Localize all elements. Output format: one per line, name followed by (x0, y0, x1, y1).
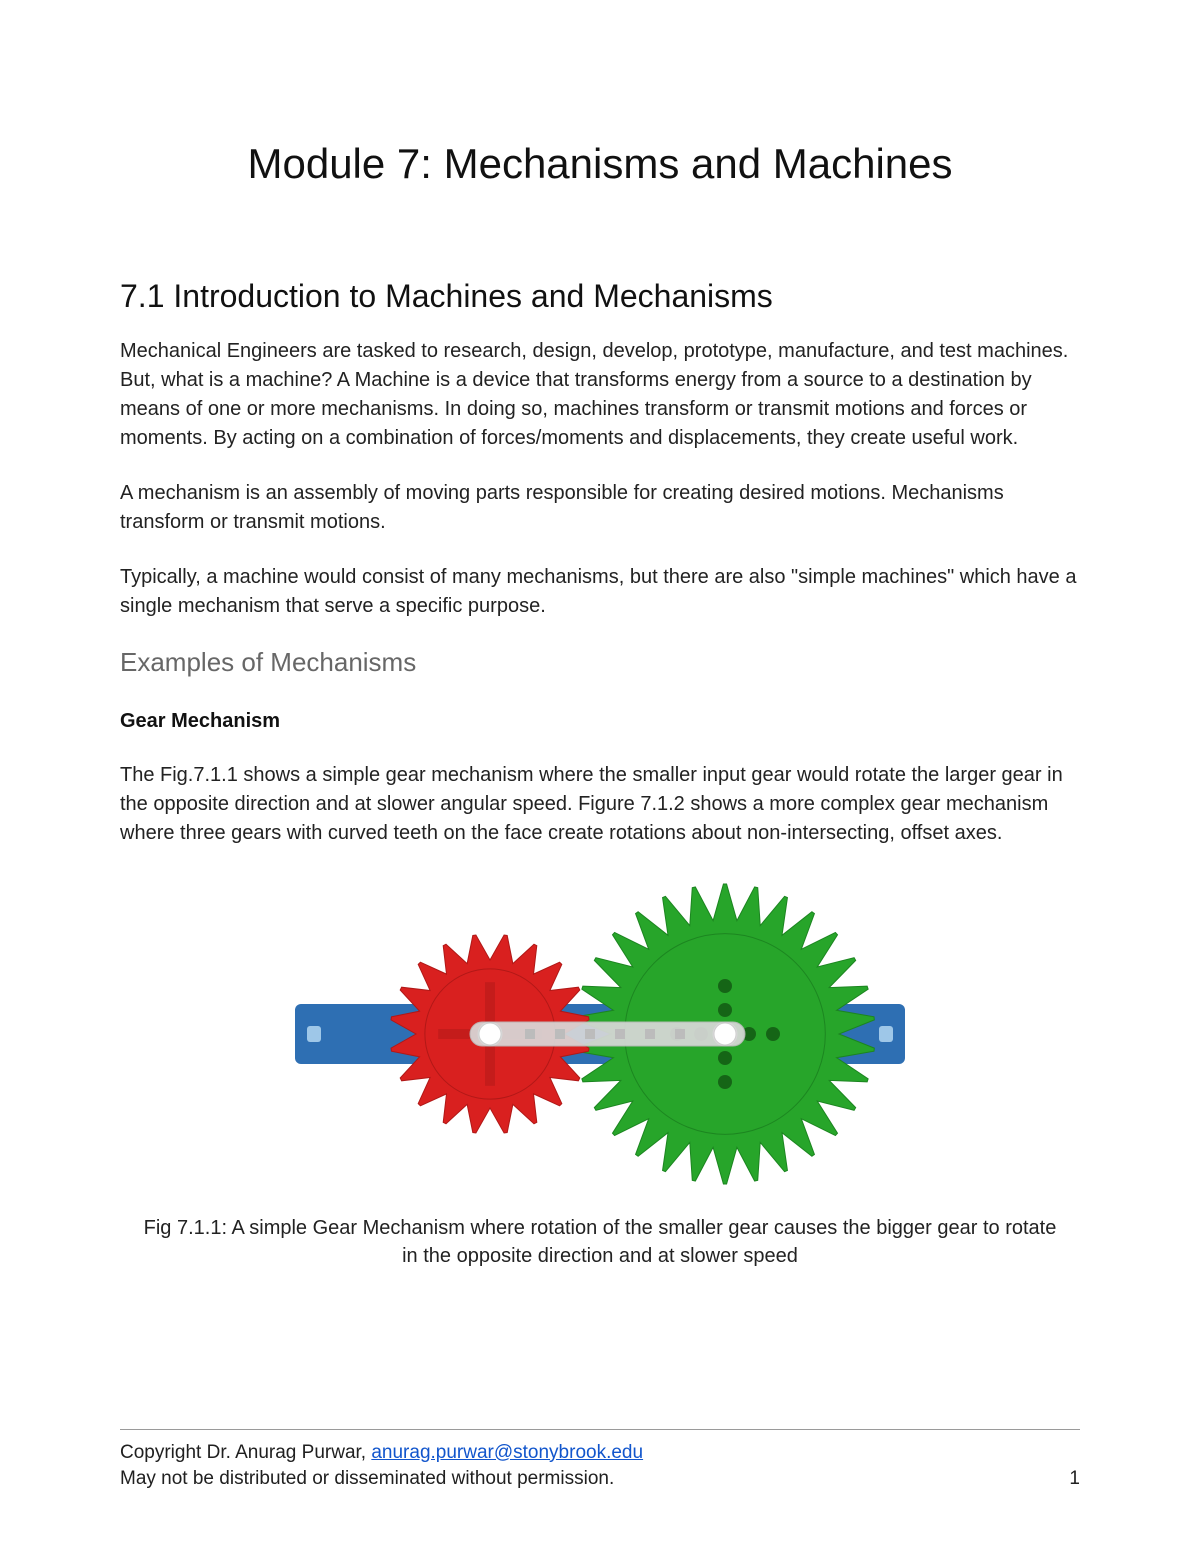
figure-7-1-1 (120, 874, 1080, 1194)
intro-para-2: A mechanism is an assembly of moving par… (120, 479, 1080, 537)
page-title: Module 7: Mechanisms and Machines (120, 140, 1080, 188)
copyright-text: Copyright Dr. Anurag Purwar, (120, 1442, 371, 1463)
footer-rule (120, 1429, 1080, 1430)
figure-caption: Fig 7.1.1: A simple Gear Mechanism where… (140, 1214, 1060, 1270)
gear-mechanism-svg (275, 874, 925, 1194)
intro-para-3: Typically, a machine would consist of ma… (120, 563, 1080, 621)
page-number: 1 (1069, 1466, 1080, 1493)
footer-copyright: Copyright Dr. Anurag Purwar, anurag.purw… (120, 1440, 1080, 1467)
examples-heading: Examples of Mechanisms (120, 647, 1080, 678)
intro-para-1: Mechanical Engineers are tasked to resea… (120, 337, 1080, 453)
page-footer: Copyright Dr. Anurag Purwar, anurag.purw… (120, 1429, 1080, 1493)
gear-para: The Fig.7.1.1 shows a simple gear mechan… (120, 761, 1080, 848)
author-email-link[interactable]: anurag.purwar@stonybrook.edu (371, 1442, 643, 1463)
gear-heading: Gear Mechanism (120, 710, 1080, 733)
footer-restriction: May not be distributed or disseminated w… (120, 1466, 614, 1493)
section-heading: 7.1 Introduction to Machines and Mechani… (120, 278, 1080, 315)
